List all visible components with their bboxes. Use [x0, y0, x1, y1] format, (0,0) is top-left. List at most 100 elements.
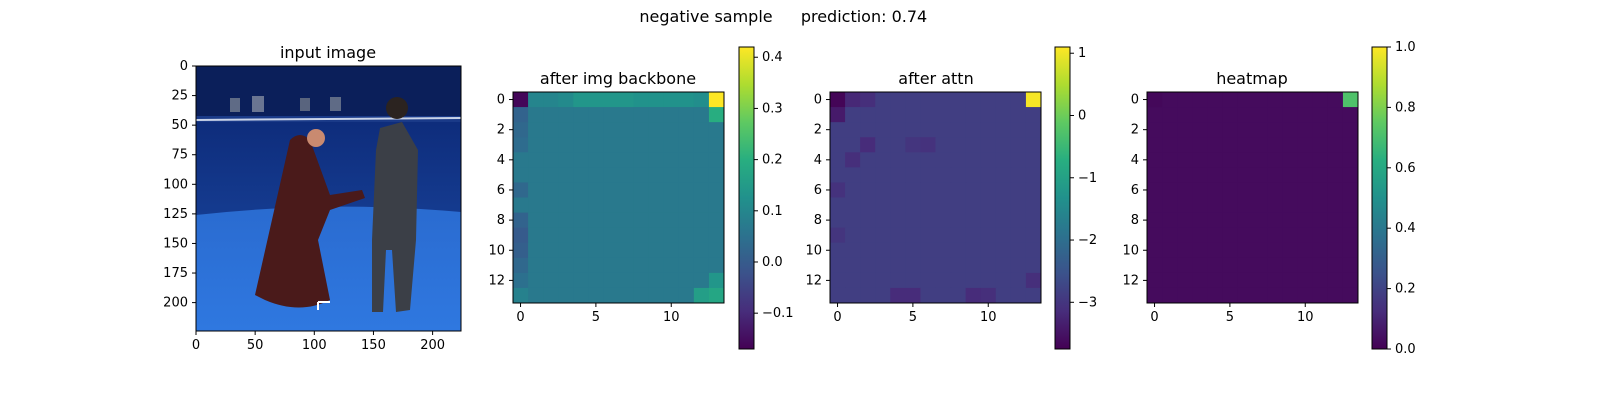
heatmap-cell [950, 182, 967, 198]
heatmap-cell [708, 257, 725, 274]
colorbar-tick-label: 0.3 [762, 101, 783, 116]
heatmap-cell [830, 92, 846, 108]
heatmap-cell [573, 257, 589, 274]
backbone-heatmap-panel: after img backbone 0 5 10 0 2 4 6 8 10 12 −0.1 0.0… [488, 46, 794, 350]
heatmap-cell [663, 92, 680, 108]
heatmap-cell [1342, 287, 1359, 304]
heatmap-cell [1252, 242, 1269, 259]
heatmap-cell [950, 167, 967, 183]
heatmap-cell [965, 287, 982, 304]
heatmap-cell [543, 107, 559, 123]
heatmap-cell [633, 287, 650, 304]
heatmap-cell [693, 137, 710, 153]
heatmap-cells [830, 92, 1042, 304]
heatmap-cell [995, 152, 1012, 168]
heatmap-cell [920, 242, 936, 259]
heatmap-cell [890, 197, 906, 214]
heatmap-cell [1162, 107, 1178, 123]
heatmap-cell [1025, 152, 1042, 168]
colorbar-tick-label: 0.0 [762, 255, 783, 270]
heatmap-cell [965, 272, 982, 289]
heatmap-cell [588, 287, 604, 304]
heatmap-cell [588, 167, 604, 183]
heatmap-cell [935, 92, 952, 108]
heatmap-cell [1297, 167, 1314, 183]
heatmap-cell [1312, 212, 1329, 229]
heatmap-cell [905, 137, 921, 153]
heatmap-cell [618, 227, 635, 244]
heatmap-cell [1237, 92, 1253, 108]
heatmap-cell [633, 212, 650, 229]
heatmap-cell [513, 167, 529, 183]
heatmap-cell [875, 182, 891, 198]
heatmap-cell [708, 212, 725, 229]
heatmap-cell [603, 107, 619, 123]
heatmap-cell [1267, 137, 1284, 153]
heatmap-cell [995, 137, 1012, 153]
heatmap-cell [965, 257, 982, 274]
y-tick-label: 150 [163, 236, 188, 251]
heatmap-cell [1177, 137, 1193, 153]
heatmap-cell [573, 227, 589, 244]
heatmap-cell [1207, 242, 1223, 259]
heatmap-cell [1327, 152, 1344, 168]
heatmap-cell [618, 212, 635, 229]
heatmap-cell [1312, 122, 1329, 138]
heatmap-cell [935, 107, 952, 123]
input-image-panel: input image 0 50 100 150 200 0 25 50 75 100 125 150… [163, 43, 462, 353]
heatmap-cell [980, 137, 997, 153]
heatmap-cell [905, 287, 921, 304]
heatmap-cell [573, 122, 589, 138]
heatmap-cell [905, 182, 921, 198]
heatmap-cell [875, 92, 891, 108]
heatmap-cell [1177, 197, 1193, 214]
heatmap-cell [708, 107, 725, 123]
heatmap-cell [1147, 167, 1163, 183]
heatmap-cell [1312, 242, 1329, 259]
colorbar-tick-label: 0.4 [1395, 221, 1416, 236]
heatmap-cell [1207, 122, 1223, 138]
heatmap-cell [995, 107, 1012, 123]
heatmap-cell [1267, 242, 1284, 259]
colorbar-tick-label: 0.2 [1395, 282, 1416, 297]
heatmap-cell [1192, 92, 1208, 108]
heatmap-cell [693, 107, 710, 123]
heatmap-cells [1147, 92, 1359, 304]
heatmap-cell [1010, 167, 1027, 183]
heatmap-cell [1162, 257, 1178, 274]
heatmap-cell [558, 287, 574, 304]
heatmap-cell [543, 167, 559, 183]
heatmap-cell [1025, 137, 1042, 153]
heatmap-cell [573, 167, 589, 183]
heatmap-cell [1252, 212, 1269, 229]
heatmap-cell [603, 167, 619, 183]
heatmap-cell [1312, 92, 1329, 108]
panel-title: after img backbone [540, 69, 696, 88]
heatmap-cell [860, 167, 876, 183]
heatmap-cell [513, 212, 529, 229]
heatmap-cell [558, 122, 574, 138]
heatmap-cell [1312, 272, 1329, 289]
heatmap-cell [648, 242, 665, 259]
heatmap-cell [1252, 137, 1269, 153]
heatmap-cell [558, 107, 574, 123]
heatmap-cell [875, 107, 891, 123]
heatmap-cell [1207, 257, 1223, 274]
heatmap-cell [950, 242, 967, 259]
heatmap-cell [875, 287, 891, 304]
x-tick-label: 100 [302, 338, 327, 353]
heatmap-cell [678, 272, 695, 289]
heatmap-cell [920, 137, 936, 153]
heatmap-cell [1267, 122, 1284, 138]
heatmap-cell [663, 107, 680, 123]
heatmap-cell [603, 227, 619, 244]
heatmap-cell [1192, 152, 1208, 168]
heatmap-cell [1025, 167, 1042, 183]
heatmap-cell [633, 92, 650, 108]
colorbar-tick-label: 0.2 [762, 153, 783, 168]
heatmap-cell [1222, 272, 1238, 289]
heatmap-cell [845, 242, 861, 259]
heatmap-cell [890, 227, 906, 244]
heatmap-cell [995, 242, 1012, 259]
heatmap-cell [1237, 152, 1253, 168]
